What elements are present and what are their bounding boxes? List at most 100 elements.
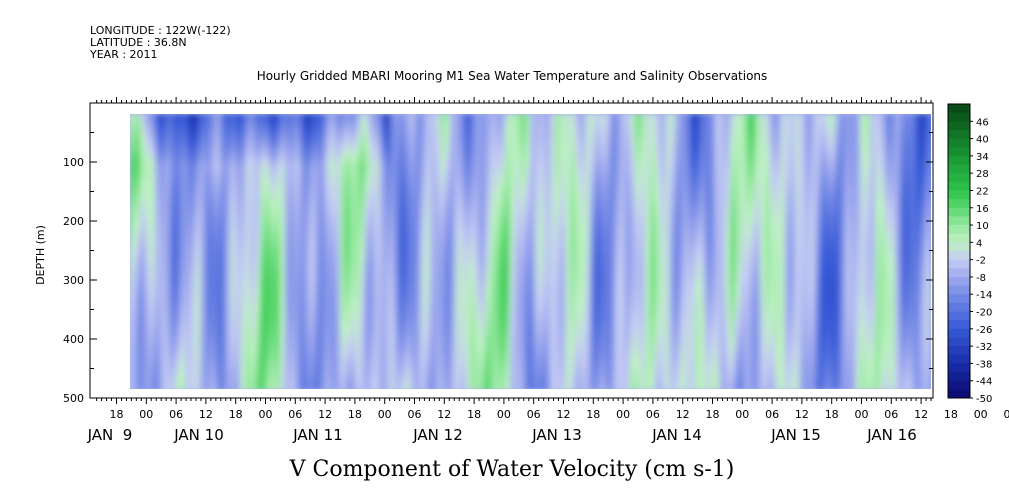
heat-cell bbox=[490, 216, 496, 223]
heat-cell bbox=[265, 198, 271, 205]
heat-cell bbox=[320, 252, 326, 259]
heat-cell bbox=[845, 114, 851, 121]
heat-cell bbox=[615, 120, 621, 127]
heat-cell bbox=[315, 144, 321, 151]
heat-cell bbox=[180, 288, 186, 295]
heat-cell bbox=[870, 168, 876, 175]
heat-cell bbox=[395, 180, 401, 187]
heat-cell bbox=[200, 168, 206, 175]
heat-cell bbox=[600, 228, 606, 235]
heat-cell bbox=[340, 252, 346, 259]
heat-cell bbox=[405, 276, 411, 283]
heat-cell bbox=[475, 294, 481, 301]
heat-cell bbox=[485, 276, 491, 283]
heat-cell bbox=[585, 192, 591, 199]
heat-cell bbox=[155, 174, 161, 181]
heat-cell bbox=[575, 114, 581, 121]
heat-cell bbox=[540, 156, 546, 163]
heat-cell bbox=[610, 246, 616, 253]
heat-cell bbox=[545, 168, 551, 175]
heat-cell bbox=[785, 120, 791, 127]
heat-cell bbox=[500, 252, 506, 259]
heat-cell bbox=[725, 174, 731, 181]
heat-cell bbox=[210, 186, 216, 193]
heat-cell bbox=[890, 126, 896, 133]
heat-cell bbox=[545, 180, 551, 187]
heat-cell bbox=[240, 288, 246, 295]
heat-cell bbox=[650, 288, 656, 295]
heat-cell bbox=[185, 264, 191, 271]
heat-cell bbox=[910, 294, 916, 301]
heat-cell bbox=[380, 180, 386, 187]
heat-cell bbox=[140, 252, 146, 259]
heat-cell bbox=[390, 288, 396, 295]
heat-cell bbox=[280, 270, 286, 277]
heat-cell bbox=[785, 246, 791, 253]
heat-cell bbox=[490, 276, 496, 283]
heat-cell bbox=[620, 126, 626, 133]
heat-cell bbox=[680, 162, 686, 169]
heat-cell bbox=[920, 162, 926, 169]
heat-cell bbox=[585, 222, 591, 229]
heat-cell bbox=[595, 258, 601, 265]
heat-cell bbox=[480, 186, 486, 193]
heat-cell bbox=[500, 144, 506, 151]
heat-cell bbox=[780, 240, 786, 247]
heat-cell bbox=[515, 132, 521, 139]
heat-cell bbox=[830, 210, 836, 217]
heat-cell bbox=[930, 252, 931, 259]
heat-cell bbox=[450, 144, 456, 151]
heat-cell bbox=[395, 186, 401, 193]
heat-cell bbox=[615, 126, 621, 133]
heat-cell bbox=[570, 234, 576, 241]
heat-cell bbox=[760, 144, 766, 151]
heat-cell bbox=[225, 114, 231, 121]
heat-cell bbox=[320, 192, 326, 199]
heat-cell bbox=[245, 258, 251, 265]
heat-cell bbox=[500, 192, 506, 199]
heat-cell bbox=[485, 150, 491, 157]
heat-cell bbox=[485, 156, 491, 163]
heat-cell bbox=[725, 240, 731, 247]
heat-cell bbox=[290, 234, 296, 241]
heat-cell bbox=[180, 228, 186, 235]
heat-cell bbox=[470, 258, 476, 265]
heat-cell bbox=[450, 210, 456, 217]
heat-cell bbox=[130, 252, 136, 259]
heat-cell bbox=[235, 156, 241, 163]
heat-cell bbox=[730, 150, 736, 157]
heat-cell bbox=[400, 216, 406, 223]
heat-cell bbox=[135, 222, 141, 229]
heat-cell bbox=[825, 234, 831, 241]
heat-cell bbox=[830, 246, 836, 253]
heat-cell bbox=[715, 132, 721, 139]
heat-cell bbox=[275, 276, 281, 283]
heat-cell bbox=[495, 138, 501, 145]
heat-cell bbox=[840, 252, 846, 259]
heat-cell bbox=[230, 114, 236, 121]
heat-cell bbox=[695, 120, 701, 127]
heat-cell bbox=[415, 222, 421, 229]
heat-cell bbox=[500, 246, 506, 253]
heat-cell bbox=[655, 150, 661, 157]
heat-cell bbox=[455, 216, 461, 223]
heat-cell bbox=[130, 150, 136, 157]
heat-cell bbox=[770, 126, 776, 133]
heat-cell bbox=[315, 168, 321, 175]
heat-cell bbox=[600, 132, 606, 139]
heat-cell bbox=[550, 126, 556, 133]
heat-cell bbox=[185, 150, 191, 157]
heat-cell bbox=[655, 228, 661, 235]
heat-cell bbox=[330, 246, 336, 253]
heat-cell bbox=[670, 228, 676, 235]
heat-cell bbox=[875, 150, 881, 157]
heat-cell bbox=[925, 162, 931, 169]
heat-cell bbox=[885, 156, 891, 163]
heat-cell bbox=[765, 240, 771, 247]
heat-cell bbox=[510, 264, 516, 271]
heat-cell bbox=[635, 186, 641, 193]
heat-cell bbox=[370, 138, 376, 145]
heat-cell bbox=[350, 246, 356, 253]
heat-cell bbox=[770, 132, 776, 139]
heat-cell bbox=[450, 186, 456, 193]
